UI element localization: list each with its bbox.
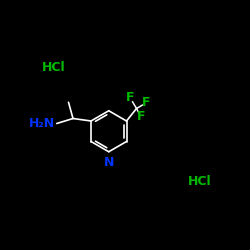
Text: N: N (104, 156, 114, 169)
Text: F: F (142, 96, 150, 110)
Text: H₂N: H₂N (29, 117, 56, 130)
Text: F: F (137, 110, 145, 123)
Text: HCl: HCl (42, 61, 66, 74)
Text: F: F (126, 92, 134, 104)
Text: HCl: HCl (188, 175, 212, 188)
